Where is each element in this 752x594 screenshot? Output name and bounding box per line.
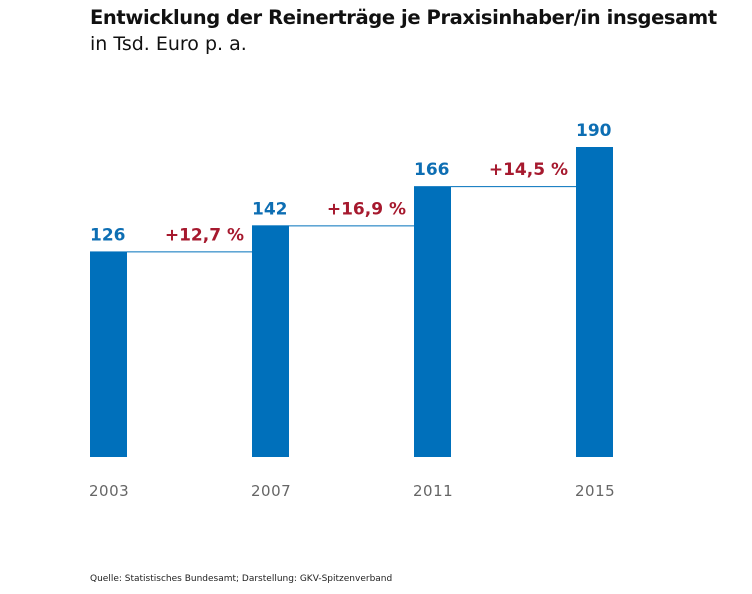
category-label-2003: 2003 <box>89 482 129 500</box>
value-label-2011: 166 <box>414 160 450 180</box>
category-label-2015: 2015 <box>575 482 615 500</box>
value-label-2007: 142 <box>252 199 288 219</box>
source-note: Quelle: Statistisches Bundesamt; Darstel… <box>90 574 393 584</box>
bar-2015 <box>576 147 613 457</box>
bar-2007 <box>252 225 289 457</box>
change-label-2003-2007: +12,7 % <box>165 225 244 245</box>
chart-title: Entwicklung der Reinerträge je Praxisinh… <box>90 6 717 29</box>
category-label-2011: 2011 <box>413 482 453 500</box>
change-label-2011-2015: +14,5 % <box>489 160 568 180</box>
value-label-2003: 126 <box>90 225 126 245</box>
bar-2003 <box>90 251 127 457</box>
value-label-2015: 190 <box>576 121 612 141</box>
category-label-2007: 2007 <box>251 482 291 500</box>
bar-2011 <box>414 186 451 457</box>
change-label-2007-2011: +16,9 % <box>327 199 406 219</box>
chart-subtitle: in Tsd. Euro p. a. <box>90 33 247 55</box>
